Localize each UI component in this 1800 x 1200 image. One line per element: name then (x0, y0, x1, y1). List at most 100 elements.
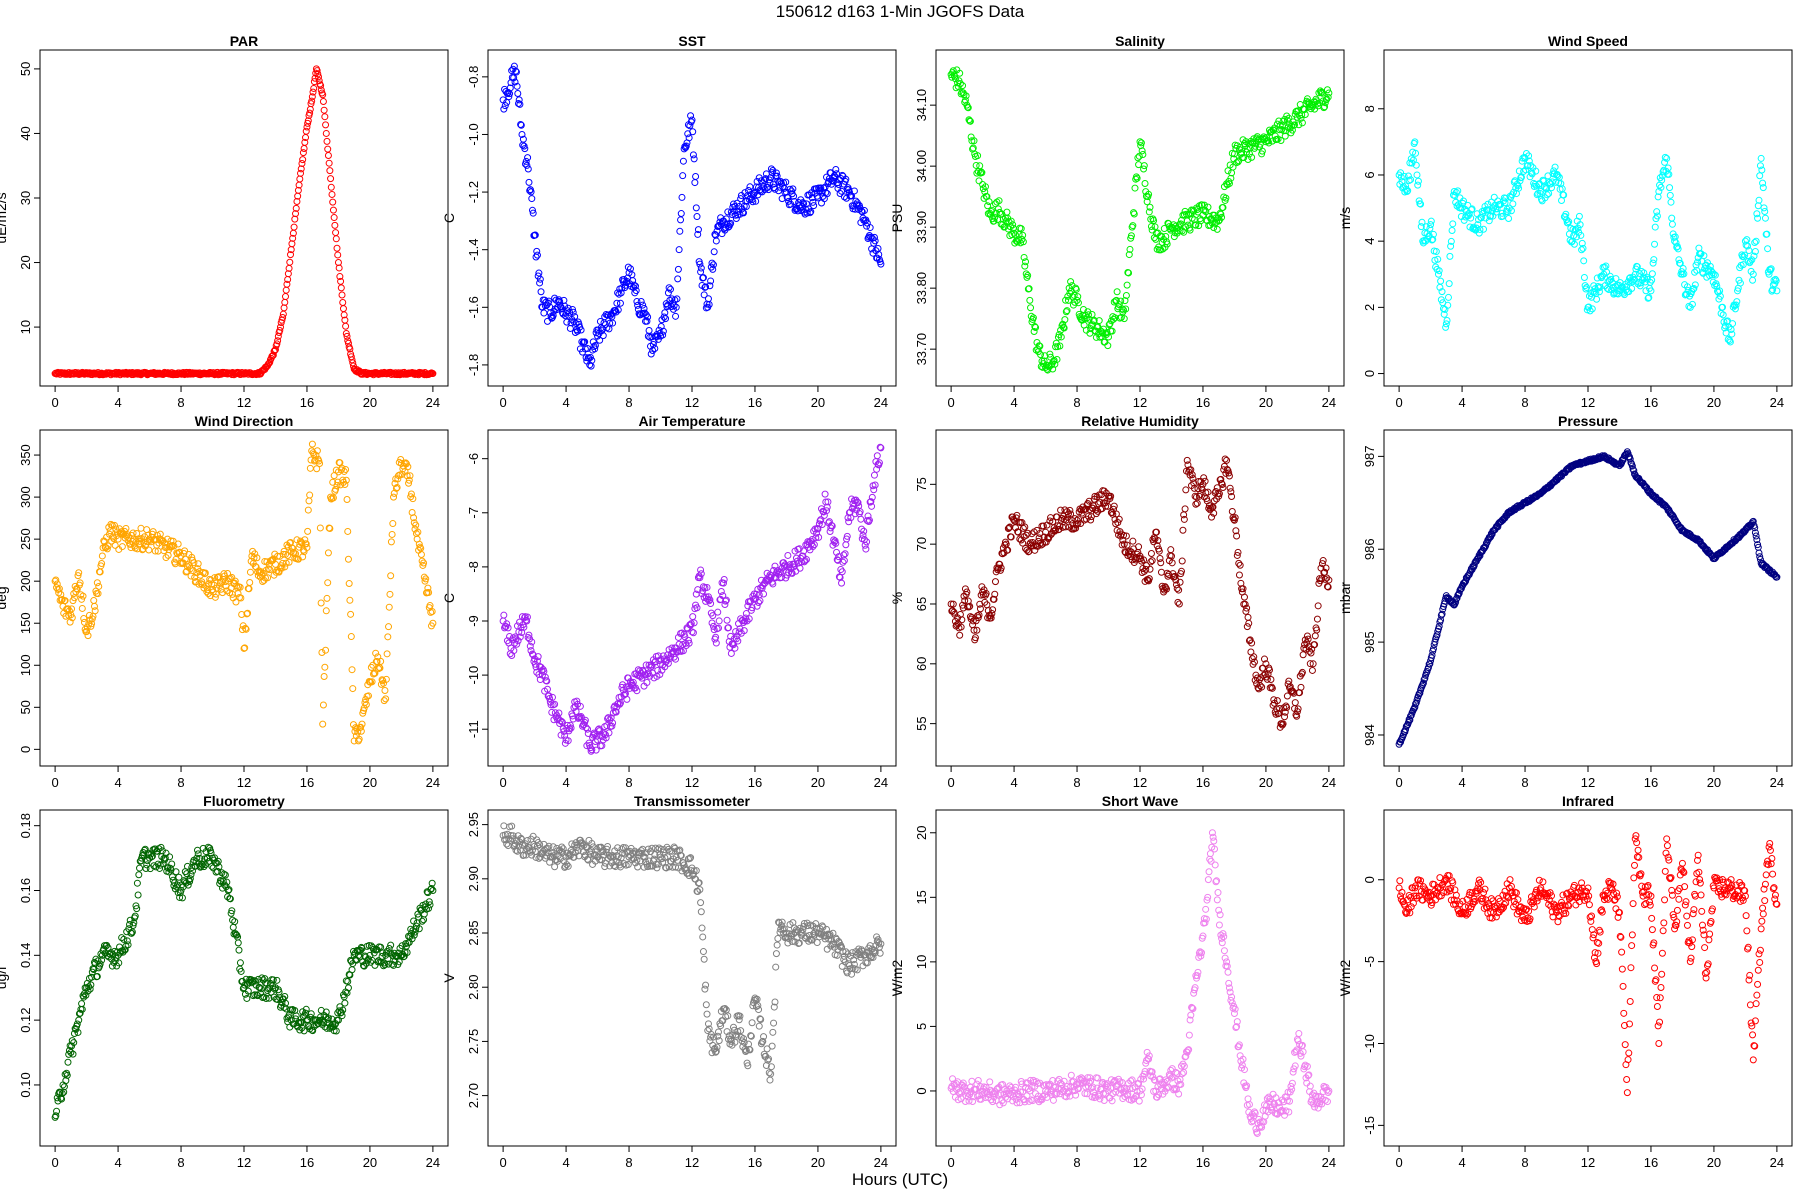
data-point (639, 301, 647, 309)
data-point (1241, 600, 1249, 608)
data-point (1135, 161, 1143, 169)
data-point (324, 1014, 332, 1022)
data-point (313, 447, 321, 455)
x-tick-label: 4 (562, 775, 569, 790)
data-point (194, 850, 202, 858)
data-point (698, 590, 706, 598)
data-point (1200, 474, 1208, 482)
data-point (1419, 679, 1427, 687)
data-point (543, 685, 551, 693)
data-point (748, 604, 756, 612)
x-tick-label: 12 (237, 775, 251, 790)
data-point (707, 277, 715, 285)
data-point (1114, 519, 1122, 527)
data-point (58, 1090, 66, 1098)
data-point (1295, 121, 1303, 129)
data-point (1250, 658, 1258, 666)
data-point (525, 631, 533, 639)
data-point (951, 75, 959, 83)
data-point (1037, 351, 1045, 359)
data-point (108, 521, 116, 529)
data-point (711, 635, 719, 643)
data-point (1283, 112, 1291, 120)
data-point (667, 285, 675, 293)
data-point (306, 109, 314, 117)
data-point (1105, 321, 1113, 329)
data-point (1204, 488, 1212, 496)
data-point (52, 1112, 60, 1120)
data-point (386, 590, 394, 598)
data-point (1007, 533, 1015, 541)
data-point (184, 881, 192, 889)
data-point (1099, 329, 1107, 337)
data-point (1668, 214, 1676, 222)
data-point (668, 644, 676, 652)
data-point (574, 327, 582, 335)
data-point (624, 674, 632, 682)
data-point (644, 670, 652, 678)
data-point (1454, 187, 1462, 195)
data-point (860, 527, 868, 535)
data-point (643, 679, 651, 687)
y-tick-label: 987 (1362, 446, 1377, 468)
data-point (732, 214, 740, 222)
data-point (532, 253, 540, 261)
data-point (264, 565, 272, 573)
data-point (1440, 310, 1448, 318)
data-point (665, 284, 673, 292)
data-point (548, 708, 556, 716)
data-point (1140, 556, 1148, 564)
data-point (79, 592, 87, 600)
data-point (1004, 546, 1012, 554)
data-point (569, 305, 577, 313)
data-point (501, 102, 509, 110)
data-point (225, 886, 233, 894)
data-point (385, 603, 393, 611)
data-point (110, 521, 118, 529)
data-point (313, 67, 321, 75)
data-point (947, 600, 955, 608)
data-point (231, 930, 239, 938)
data-point (1059, 323, 1067, 331)
data-point (695, 258, 703, 266)
data-point (414, 528, 422, 536)
data-point (616, 700, 624, 708)
data-point (820, 184, 828, 192)
data-point (1044, 534, 1052, 542)
data-point (977, 168, 985, 176)
y-tick-label: 75 (914, 477, 929, 491)
data-point (1580, 257, 1588, 265)
data-point (623, 695, 631, 703)
data-point (664, 659, 672, 667)
data-point (1168, 559, 1176, 567)
data-point (341, 481, 349, 489)
data-point (426, 602, 434, 610)
data-point (418, 557, 426, 565)
data-point (1281, 115, 1289, 123)
data-point (953, 621, 961, 629)
data-point (143, 861, 151, 869)
data-point (586, 744, 594, 752)
data-point (64, 1058, 72, 1066)
data-point (1744, 242, 1752, 250)
data-point (1293, 712, 1301, 720)
data-point (1188, 471, 1196, 479)
data-point (1674, 245, 1682, 253)
data-point (1188, 214, 1196, 222)
data-point (800, 558, 808, 566)
data-point (115, 959, 123, 967)
data-point (1062, 523, 1070, 531)
data-point (985, 198, 993, 206)
data-point (323, 137, 331, 145)
x-tick-label: 16 (1644, 775, 1658, 790)
data-point (521, 145, 529, 153)
data-point (1229, 163, 1237, 171)
data-point (1547, 180, 1555, 188)
data-point (1453, 202, 1461, 210)
data-point (722, 596, 730, 604)
data-point (740, 202, 748, 210)
data-point (697, 570, 705, 578)
data-point (235, 593, 243, 601)
data-point (1412, 161, 1420, 169)
data-point (186, 877, 194, 885)
